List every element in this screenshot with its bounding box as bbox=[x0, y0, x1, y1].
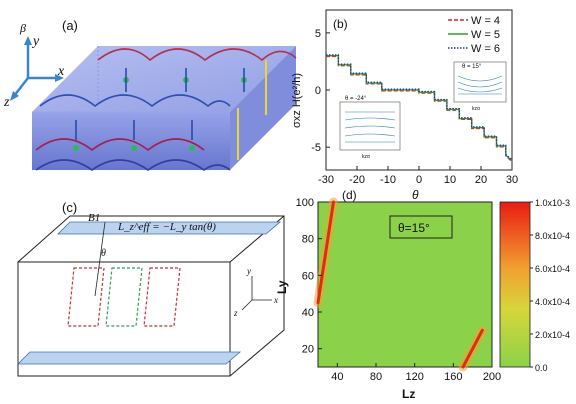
edge-states-a bbox=[35, 48, 297, 171]
bottom-surface-c bbox=[17, 351, 242, 365]
y-tick-label-d: 20 bbox=[302, 344, 314, 356]
colorbar bbox=[499, 201, 531, 368]
ridge-core bbox=[316, 200, 335, 305]
colorbar-tick-label: 8.0x10-4 bbox=[535, 231, 570, 241]
heatmap-area bbox=[317, 201, 493, 368]
x-tick-label-b: 30 bbox=[506, 174, 518, 186]
x-tick-label-d: 120 bbox=[405, 371, 423, 383]
panel-a: (a) β y x z bbox=[3, 18, 297, 171]
colorbar-tick-label: 6.0x10-4 bbox=[535, 264, 570, 274]
panel-b-label: (b) bbox=[333, 17, 348, 31]
panel-d: (d) θ=15° 100 80 60 40 20 40 80 120 160 200 Lz L… bbox=[275, 188, 570, 401]
panel-d-label: (d) bbox=[342, 188, 357, 202]
y-tick-label-b: 0 bbox=[315, 85, 321, 97]
colorbar-tick-label: 4.0x10-4 bbox=[535, 297, 570, 307]
series-line-w5 bbox=[326, 55, 513, 162]
x-tick-label-b: -10 bbox=[380, 174, 396, 186]
panel-c: (c) B1 θ L_z^eff = −L_y tan(θ) y x z bbox=[17, 200, 285, 377]
top-surface-c bbox=[57, 221, 282, 235]
inset-left-xlabel: kzα bbox=[362, 154, 370, 160]
x-tick-label-b: 20 bbox=[475, 174, 487, 186]
ridge-core bbox=[461, 328, 484, 369]
inset-right-b: θ = 15° kzα bbox=[453, 61, 507, 112]
y-tick-label-d: 60 bbox=[302, 270, 314, 282]
inset-left-b: θ = -24° kzα bbox=[339, 96, 401, 160]
legend-b: W = 4 W = 5 W = 6 bbox=[448, 15, 500, 55]
y-axis-title-b: σxz H(e²/h) bbox=[291, 73, 303, 128]
x-tick-label-b: 0 bbox=[416, 174, 422, 186]
y-tick-label-d: 40 bbox=[302, 307, 314, 319]
x-axis-title-d: Lz bbox=[402, 387, 415, 401]
heatmap-ridges bbox=[313, 197, 487, 372]
colorbar-tick-labels: 1.0x10-3 8.0x10-4 6.0x10-4 4.0x10-4 2.0x10-4… bbox=[530, 198, 570, 373]
y-tick-label-d: 100 bbox=[296, 197, 314, 209]
b1-line bbox=[94, 221, 106, 297]
annotation-box-d bbox=[389, 215, 453, 239]
x-tick-labels-b: -30 -20 -10 0 10 20 30 bbox=[318, 166, 518, 186]
x-tick-label-d: 40 bbox=[331, 371, 343, 383]
formula-c: L_z^eff = −L_y tan(θ) bbox=[117, 221, 216, 233]
x-tick-label-b: -20 bbox=[349, 174, 365, 186]
y-tick-labels-d: 100 80 60 40 20 bbox=[296, 197, 322, 356]
legend-w5: W = 5 bbox=[471, 29, 500, 41]
y-tick-labels-b: 5 0 -5 bbox=[311, 28, 330, 154]
series-line-w4 bbox=[326, 55, 513, 163]
panel-c-label: (c) bbox=[62, 200, 77, 215]
y-axis-title-d: Ly bbox=[275, 280, 289, 294]
annotation-d: θ=15° bbox=[398, 221, 430, 235]
z-axis-label-a: z bbox=[3, 95, 10, 110]
theta-label-c: θ bbox=[101, 248, 106, 259]
y-tick-label-b: -5 bbox=[311, 142, 321, 154]
spin-arrows-a bbox=[73, 68, 247, 151]
series-group-b bbox=[326, 54, 513, 163]
x-axis-title-b: θ bbox=[412, 188, 419, 202]
colorbar-tick-label: 2.0x10-4 bbox=[535, 330, 570, 340]
inset-left-title: θ = -24° bbox=[345, 96, 367, 102]
panel-b: (b) 50-5 -30 -20 -10 0 10 20 30 θ σxz H(e²/h) … bbox=[291, 9, 518, 202]
inset-right-xlabel: kzα bbox=[472, 106, 480, 112]
panel-a-label: (a) bbox=[62, 18, 78, 33]
axis-triad-a: β y x z bbox=[3, 21, 65, 110]
x-axis-label-a: x bbox=[57, 64, 65, 79]
z-axis-label-c: z bbox=[233, 308, 238, 318]
series-line-w6 bbox=[326, 54, 513, 161]
x-tick-label-b: 10 bbox=[444, 174, 456, 186]
b1-label: B1 bbox=[88, 212, 100, 224]
y-tick-label-d: 80 bbox=[302, 234, 314, 246]
beta-label: β bbox=[19, 21, 26, 35]
loops-c bbox=[67, 267, 181, 327]
x-tick-labels-d: 40 80 120 160 200 bbox=[331, 363, 501, 383]
slab-a bbox=[32, 46, 296, 170]
x-tick-label-b: -30 bbox=[318, 174, 334, 186]
colorbar-tick-label: 0.0 bbox=[535, 363, 548, 373]
y-axis-label-a: y bbox=[31, 34, 40, 49]
y-tick-label-b: 5 bbox=[315, 28, 321, 40]
inset-right-title: θ = 15° bbox=[462, 64, 482, 70]
x-tick-label-d: 200 bbox=[483, 371, 501, 383]
y-axis-label-c: y bbox=[246, 266, 251, 276]
x-tick-label-d: 80 bbox=[370, 371, 382, 383]
x-axis-label-c: x bbox=[273, 295, 278, 305]
x-tick-label-d: 160 bbox=[444, 371, 462, 383]
axis-triad-c: y x z bbox=[233, 266, 278, 318]
legend-w4: W = 4 bbox=[471, 15, 500, 27]
legend-w6: W = 6 bbox=[471, 43, 500, 55]
colorbar-tick-label: 1.0x10-3 bbox=[535, 198, 570, 208]
